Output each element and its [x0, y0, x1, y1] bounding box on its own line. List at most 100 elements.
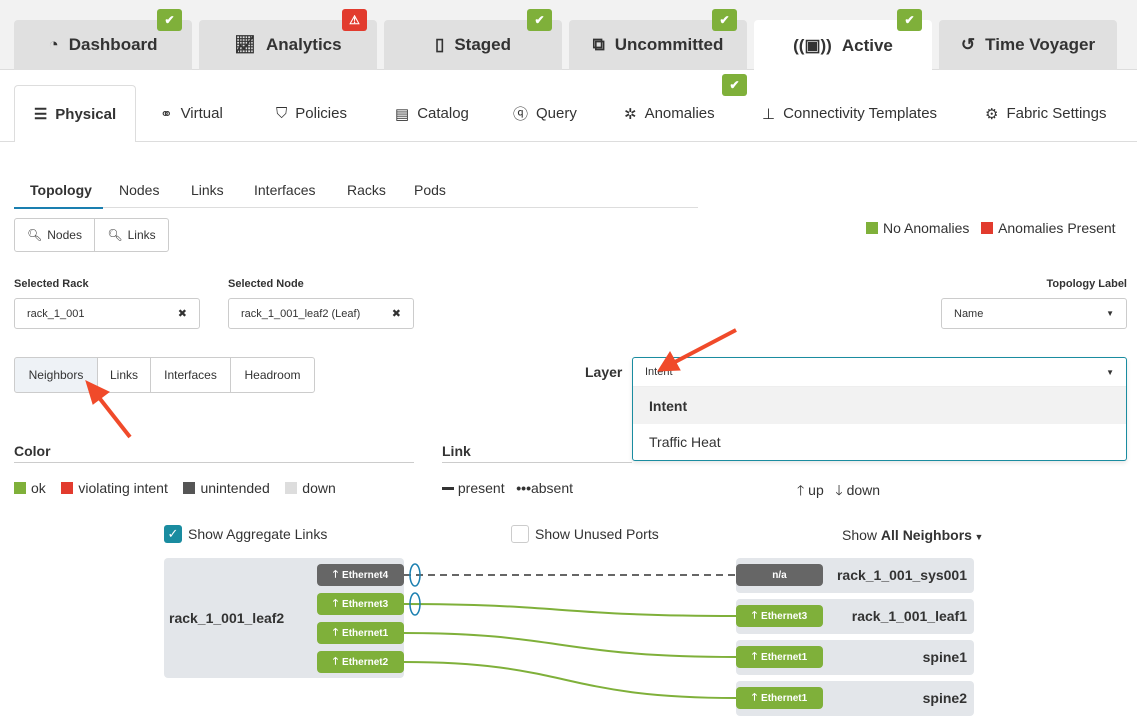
neighbor-port[interactable]: 🡑 Ethernet1 — [736, 687, 823, 709]
check-badge-icon: ✔ — [157, 9, 182, 31]
sub-tab-links[interactable]: Links — [191, 182, 224, 198]
label: up — [808, 482, 824, 498]
selected-rack-field[interactable]: rack_1_001 ✖ — [14, 298, 200, 329]
label: Virtual — [180, 105, 223, 122]
check-badge-icon: ✔ — [712, 9, 737, 31]
sub-tab-nodes[interactable]: Nodes — [119, 182, 160, 198]
nav-tab-catalog[interactable]: ▤ Catalog — [395, 85, 469, 142]
divider — [0, 141, 1137, 142]
color-heading: Color — [14, 443, 51, 459]
neighbor-port[interactable]: n/a — [736, 564, 823, 586]
staged-document-icon: ▯ — [434, 35, 445, 54]
neighbor-port[interactable]: 🡑 Ethernet1 — [736, 646, 823, 668]
link-ethernet3 — [403, 603, 737, 617]
neighbor-name: rack_1_001_leaf1 — [851, 608, 967, 624]
history-icon: ↺ — [960, 35, 976, 54]
top-tab-uncommitted[interactable]: ⧉ Uncommitted — [569, 20, 747, 70]
search-links-button[interactable]: 🔍︎ Links — [94, 218, 169, 252]
active-broadcast-icon: ((▣)) — [793, 35, 832, 55]
show-neighbors-dropdown[interactable]: Show All Neighbors ▼ — [842, 527, 983, 543]
nav-tab-connectivity-templates[interactable]: ⊥ Connectivity Templates — [762, 85, 937, 142]
sub-tab-pods[interactable]: Pods — [414, 182, 446, 198]
label: down — [846, 482, 881, 498]
caret-down-icon: ▼ — [1106, 309, 1114, 318]
arrow-up-icon: 🡑 — [332, 626, 339, 638]
checkbox-checked-icon[interactable]: ✓ — [164, 525, 182, 543]
uncommitted-icon: ⧉ — [592, 35, 605, 54]
ok-swatch — [14, 482, 26, 494]
solid-line-icon — [442, 487, 454, 490]
topology-label-label: Topology Label — [1046, 278, 1127, 290]
nav-tab-physical[interactable]: ☰ Physical — [14, 85, 136, 142]
port-name: Ethernet1 — [761, 651, 808, 663]
label: Connectivity Templates — [783, 105, 938, 122]
selected-node-field[interactable]: rack_1_001_leaf2 (Leaf) ✖ — [228, 298, 414, 329]
sub-tab-topology[interactable]: Topology — [30, 182, 92, 198]
label: ok — [31, 480, 46, 496]
show-aggregate-links-checkbox[interactable]: ✓ Show Aggregate Links — [164, 525, 327, 543]
aggregate-marker[interactable] — [409, 592, 421, 616]
show-unused-ports-checkbox[interactable]: Show Unused Ports — [511, 525, 659, 543]
label: absent — [530, 480, 574, 496]
layer-option-traffic-heat[interactable]: Traffic Heat — [649, 434, 721, 450]
green-swatch — [866, 222, 878, 234]
nav-tab-virtual[interactable]: ⚭ Virtual — [160, 85, 223, 142]
arrow-up-icon: 🡑 — [332, 568, 339, 580]
topology-label-select[interactable]: Name ▼ — [941, 298, 1127, 329]
value: Name — [954, 307, 984, 320]
red-swatch — [981, 222, 994, 234]
checkbox-unchecked-icon[interactable] — [511, 525, 529, 543]
check-badge-icon: ✔ — [527, 9, 552, 31]
label: Time Voyager — [985, 35, 1096, 54]
search-nodes-button[interactable]: 🔍︎ Nodes — [14, 218, 95, 252]
local-port[interactable]: 🡑 Ethernet4 — [317, 564, 404, 586]
hierarchy-icon: ⊥ — [762, 105, 776, 123]
clear-icon[interactable]: ✖ — [391, 308, 401, 320]
nav-tab-fabric-settings[interactable]: ⚙ Fabric Settings — [985, 85, 1107, 142]
label: Nodes — [47, 228, 82, 242]
layer-option-intent[interactable]: Intent — [633, 387, 1126, 424]
divider — [14, 207, 698, 208]
view-headroom-button[interactable]: Headroom — [230, 357, 315, 393]
top-tab-staged[interactable]: ▯ Staged — [384, 20, 562, 70]
dashboard-gauge-icon: ◔ — [48, 35, 59, 54]
label: Anomalies Present — [998, 220, 1116, 236]
dotted-line-icon: ••• — [516, 480, 531, 496]
aggregate-marker[interactable] — [409, 563, 421, 587]
sub-tab-racks[interactable]: Racks — [347, 182, 386, 198]
nav-tab-anomalies[interactable]: ✲ Anomalies — [624, 85, 715, 142]
label: Active — [841, 35, 893, 55]
line-chart-icon: 📈︎ — [234, 35, 256, 54]
label: Uncommitted — [614, 35, 724, 54]
label: present — [457, 480, 505, 496]
selected-node-label: Selected Node — [228, 278, 304, 290]
nav-tab-policies[interactable]: ⛉ Policies — [276, 85, 347, 142]
link-ethernet1 — [403, 632, 737, 658]
nav-tab-query[interactable]: ⓠ Query — [513, 85, 577, 142]
label: Query — [536, 105, 577, 122]
label: Dashboard — [68, 35, 158, 54]
layer-label: Layer — [585, 364, 623, 380]
layer-dropdown[interactable]: Intent ▼ Intent Traffic Heat — [632, 357, 1127, 461]
label: Show Aggregate Links — [188, 526, 328, 542]
top-tab-time-voyager[interactable]: ↺ Time Voyager — [939, 20, 1117, 70]
local-port[interactable]: 🡑 Ethernet3 — [317, 593, 404, 615]
label: Links — [127, 228, 156, 242]
local-port[interactable]: 🡑 Ethernet2 — [317, 651, 404, 673]
view-neighbors-button[interactable]: Neighbors — [14, 357, 98, 393]
direction-legend: 🡑 up 🡓 down — [797, 480, 880, 504]
local-port[interactable]: 🡑 Ethernet1 — [317, 622, 404, 644]
neighbor-port[interactable]: 🡑 Ethernet3 — [736, 605, 823, 627]
label: unintended — [200, 480, 270, 496]
down-swatch — [285, 482, 298, 494]
port-name: Ethernet3 — [342, 598, 389, 610]
sub-tab-interfaces[interactable]: Interfaces — [254, 182, 316, 198]
divider — [14, 462, 414, 463]
port-name: Ethernet1 — [342, 627, 389, 639]
value: All Neighbors — [880, 527, 972, 543]
link-ethernet2 — [403, 661, 737, 699]
warning-badge-icon: ⚠ — [342, 9, 367, 31]
clear-icon[interactable]: ✖ — [177, 308, 187, 320]
port-name: Ethernet2 — [342, 656, 389, 668]
label: No Anomalies — [883, 220, 970, 236]
